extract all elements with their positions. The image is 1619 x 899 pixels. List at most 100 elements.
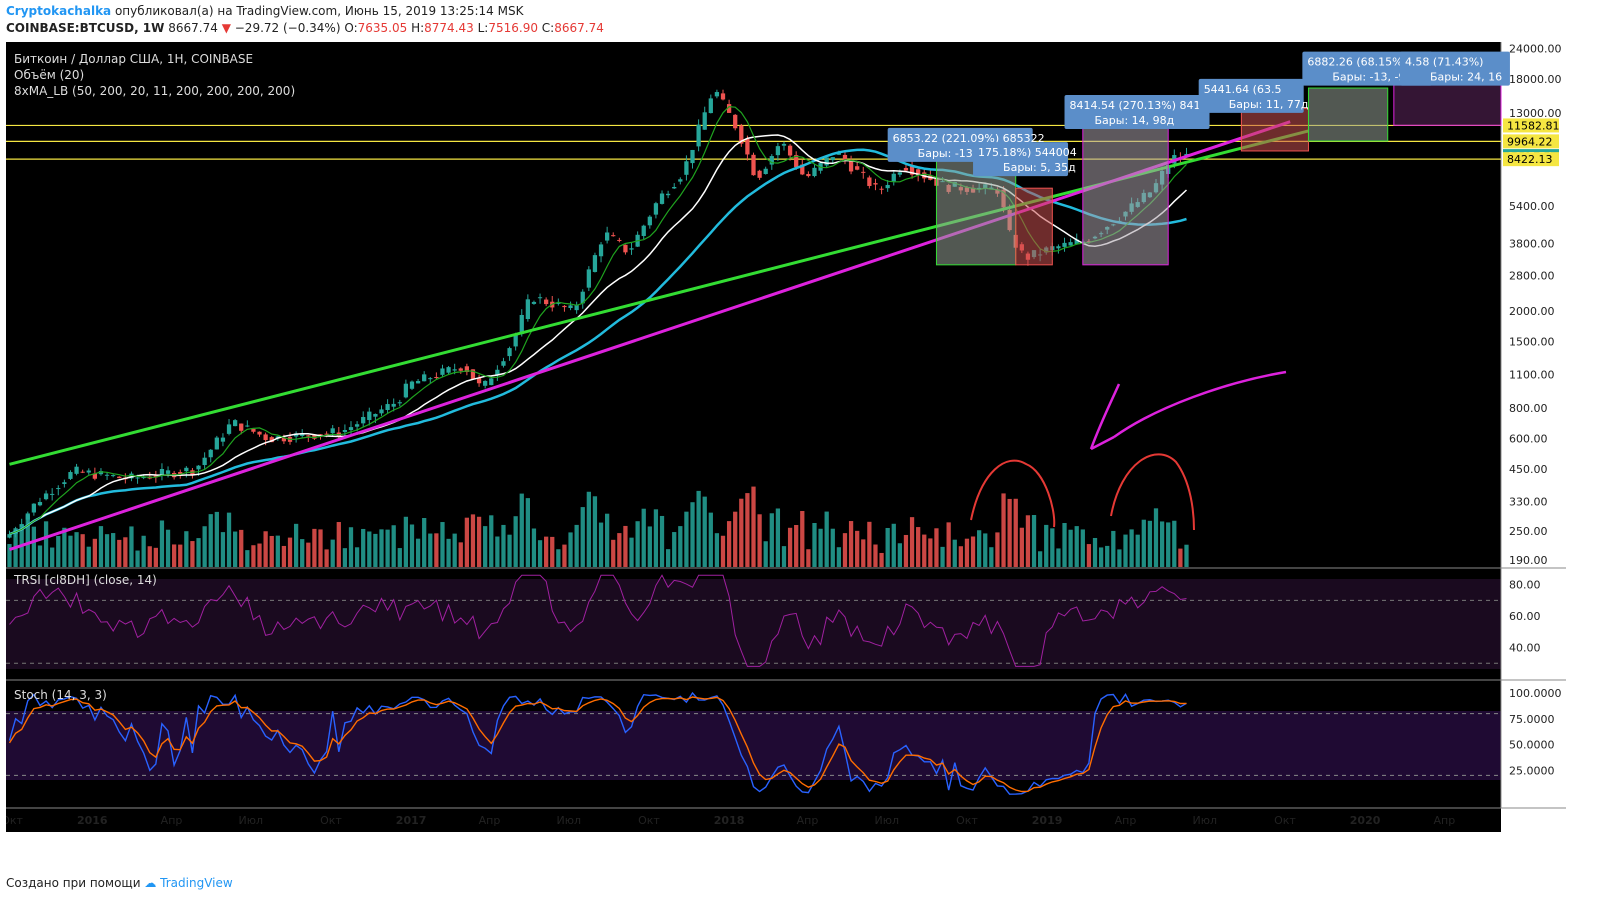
volume-bar bbox=[458, 542, 463, 567]
volume-bar bbox=[1129, 529, 1134, 567]
volume-bar bbox=[897, 543, 902, 567]
candle-body bbox=[873, 183, 878, 185]
candle-body bbox=[909, 166, 915, 175]
candle-body bbox=[592, 255, 598, 272]
volume-bar bbox=[830, 528, 835, 567]
candle-body bbox=[861, 171, 866, 173]
candle-body bbox=[470, 369, 476, 380]
measure-label-text: Бары: 11, 77д bbox=[1229, 98, 1309, 111]
volume-bar bbox=[787, 527, 793, 567]
volume-bar bbox=[202, 526, 207, 567]
volume-bar bbox=[726, 521, 732, 567]
volume-bar bbox=[269, 535, 274, 567]
candle-body bbox=[708, 98, 713, 114]
candle-body bbox=[519, 314, 524, 335]
price-chart[interactable]: 24000.00 18000.00 13000.00 5400.00 3800.00 28… bbox=[6, 42, 1566, 832]
volume-bar bbox=[525, 498, 530, 567]
candle-body bbox=[184, 467, 189, 472]
volume-bar bbox=[318, 529, 323, 567]
volume-bar bbox=[1105, 545, 1110, 567]
price-tick-label: 3800.00 bbox=[1509, 237, 1555, 250]
candle-body bbox=[379, 409, 384, 414]
volume-bar bbox=[178, 544, 183, 567]
candle-body bbox=[452, 369, 457, 371]
rsi-legend: TRSI [cl8DH] (close, 14) bbox=[13, 573, 157, 587]
ma-legend: 8xMA_LB (50, 200, 20, 11, 200, 200, 200,… bbox=[14, 84, 295, 98]
volume-bar bbox=[1062, 523, 1067, 567]
volume-bar bbox=[836, 547, 842, 567]
candle-body bbox=[312, 434, 317, 439]
candle-body bbox=[50, 493, 55, 495]
volume-bar bbox=[617, 533, 622, 567]
candle-body bbox=[153, 475, 158, 478]
volume-bar bbox=[208, 514, 213, 567]
measure-label-text: Бары: 24, 16 bbox=[1430, 71, 1502, 84]
measure-label: 4.58 (71.43%) Бары: 24, 16 bbox=[1399, 51, 1510, 86]
candle-body bbox=[824, 157, 829, 166]
volume-bar bbox=[598, 522, 604, 567]
author-link[interactable]: Cryptokachalka bbox=[6, 4, 112, 18]
candle-body bbox=[775, 146, 781, 156]
time-tick-label: Июл bbox=[1193, 814, 1218, 827]
candle-body bbox=[720, 93, 726, 100]
candle-body bbox=[409, 381, 415, 389]
down-triangle-icon: ▼ bbox=[221, 21, 231, 35]
volume-bar bbox=[1068, 529, 1073, 567]
volume-bar bbox=[684, 511, 689, 567]
volume-bar bbox=[452, 533, 457, 567]
candle-body bbox=[916, 169, 921, 176]
candle-body bbox=[605, 232, 610, 241]
time-tick-label: Июл bbox=[557, 814, 582, 827]
volume-bars bbox=[7, 486, 1189, 567]
measure-label-bg bbox=[1302, 51, 1433, 86]
candle-body bbox=[781, 143, 787, 146]
candle-body bbox=[812, 167, 817, 177]
stoch-tick-label: 50.0000 bbox=[1509, 739, 1555, 752]
volume-bar bbox=[531, 528, 537, 567]
candle-body bbox=[903, 167, 909, 171]
volume-bar bbox=[806, 549, 811, 567]
close-value: 8667.74 bbox=[554, 21, 604, 35]
candle-body bbox=[525, 299, 530, 320]
volume-bar bbox=[989, 547, 994, 567]
price-marker-label: 8422.13 bbox=[1507, 153, 1553, 166]
candle-body bbox=[25, 513, 30, 520]
candle-body bbox=[348, 427, 354, 431]
volume-bar bbox=[281, 545, 287, 567]
time-tick-label: Окт bbox=[638, 814, 660, 827]
price-tick-label: 330.00 bbox=[1509, 496, 1548, 509]
measure-label-bg bbox=[973, 142, 1069, 177]
candle-body bbox=[391, 403, 396, 407]
candle-body bbox=[434, 376, 439, 378]
candle-body bbox=[757, 170, 762, 178]
volume-bar bbox=[300, 539, 305, 567]
price-marker-label: 11582.81 bbox=[1507, 119, 1560, 132]
time-tick-label: Окт bbox=[320, 814, 342, 827]
volume-bar bbox=[68, 535, 73, 567]
rsi-tick-label: 60.00 bbox=[1509, 610, 1541, 623]
volume-bar bbox=[867, 521, 872, 567]
volume-bar bbox=[361, 528, 366, 567]
time-tick-label: 2017 bbox=[396, 814, 427, 827]
candle-body bbox=[178, 472, 183, 475]
candle-body bbox=[440, 368, 445, 375]
volume-bar bbox=[568, 532, 573, 567]
candle-body bbox=[43, 493, 49, 500]
volume-bar bbox=[513, 516, 518, 567]
candle-body bbox=[117, 476, 122, 479]
tradingview-link[interactable]: TradingView bbox=[160, 876, 233, 890]
volume-bar bbox=[464, 517, 470, 567]
volume-bar bbox=[446, 538, 451, 567]
candle-body bbox=[56, 488, 61, 490]
volume-bar bbox=[751, 486, 756, 567]
volume-bar bbox=[775, 508, 781, 567]
high-value: 8774.43 bbox=[424, 21, 474, 35]
volume-bar bbox=[123, 537, 128, 567]
volume-bar bbox=[1074, 526, 1079, 567]
volume-bar bbox=[1172, 520, 1177, 567]
measure-label: 8414.54 (270.13%) 841454 Бары: 14, 98д bbox=[1064, 94, 1222, 129]
volume-bar bbox=[495, 536, 500, 567]
candle-body bbox=[141, 477, 146, 479]
volume-bar bbox=[818, 528, 823, 567]
candle-body bbox=[1068, 242, 1073, 246]
